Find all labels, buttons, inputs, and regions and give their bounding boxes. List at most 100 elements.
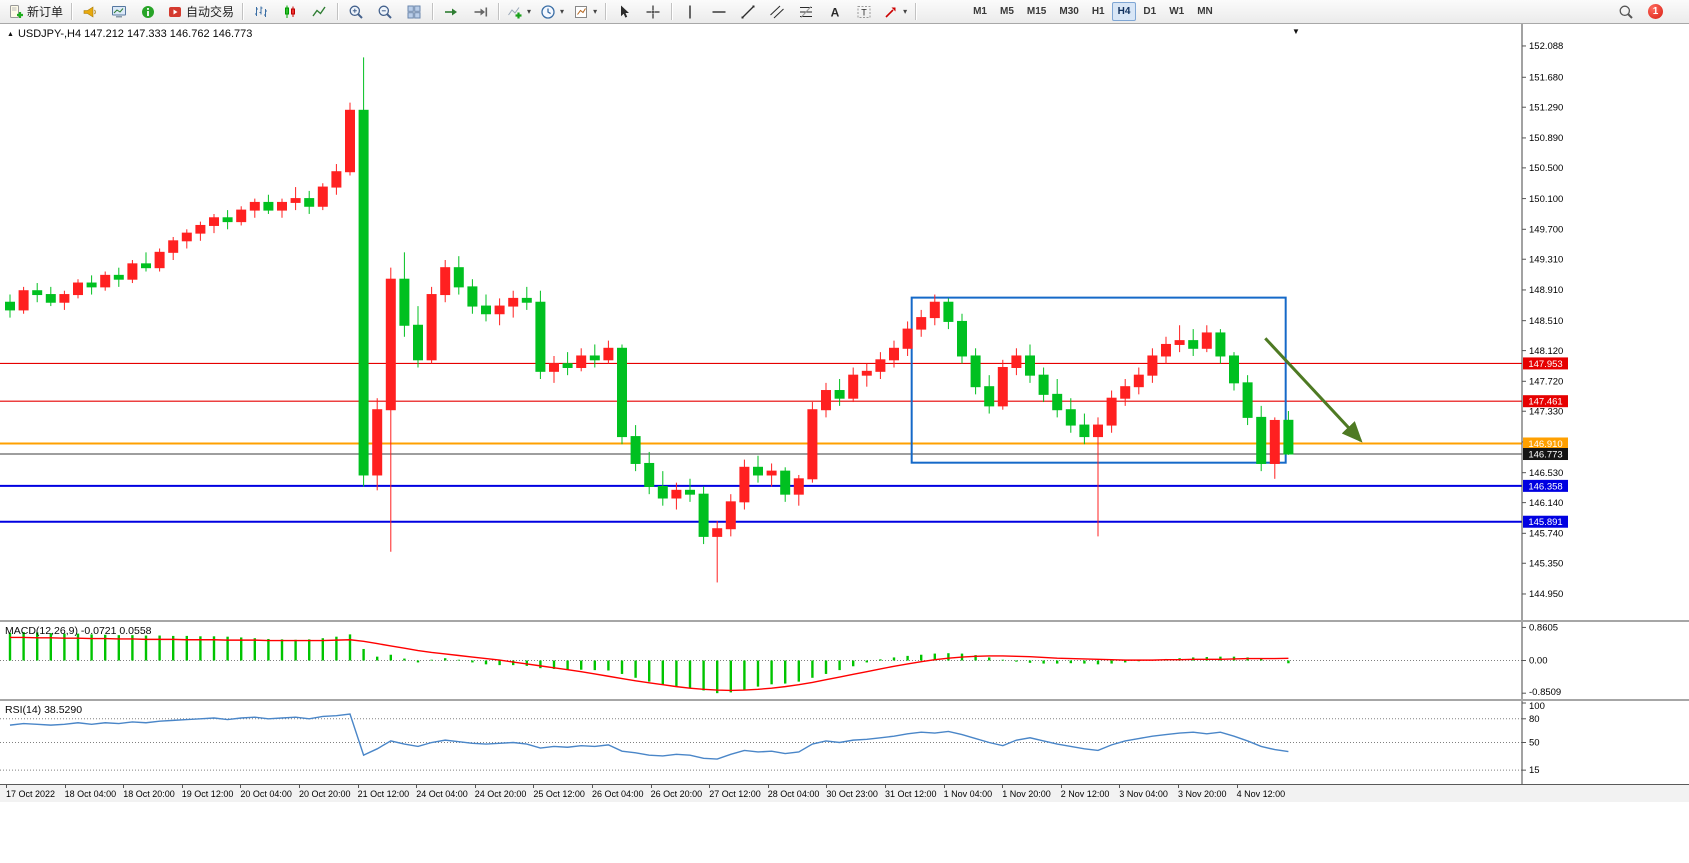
zoom-out-icon (378, 5, 392, 19)
equidistant-channel-button[interactable] (763, 1, 791, 23)
toolbar-separator (242, 3, 244, 20)
time-label: 4 Nov 12:00 (1236, 789, 1286, 799)
cursor-button[interactable] (610, 1, 638, 23)
toolbar-separator (432, 3, 434, 20)
timeframe-m5[interactable]: M5 (1000, 6, 1014, 17)
price-tag-label: 146.910 (1528, 439, 1562, 450)
rsi-canvas[interactable]: 100 80 50 15 (0, 701, 1689, 784)
macd-signal-line (10, 636, 1289, 692)
horizontal-line-button[interactable] (705, 1, 733, 23)
text-button[interactable]: A (821, 1, 849, 23)
time-tick (1236, 785, 1238, 788)
time-axis[interactable]: 17 Oct 2022 18 Oct 04:00 18 Oct 20:00 19 Oc… (0, 784, 1689, 802)
templates-button[interactable]: ▾ (569, 1, 601, 23)
crosshair-button[interactable] (639, 1, 667, 23)
zoom-in-icon (349, 5, 363, 19)
price-axis-label: 149.700 (1529, 224, 1563, 235)
autoscroll-icon (445, 8, 458, 15)
zoom-out-button[interactable] (371, 1, 399, 23)
timeframe-m1[interactable]: M1 (973, 6, 987, 17)
arrows-button[interactable]: ▾ (879, 1, 911, 23)
price-scale[interactable]: 152.088 151.680 151.290 150.890 150.500 150.1… (1521, 24, 1568, 620)
timeframe-h1[interactable]: H1 (1091, 6, 1105, 17)
vertical-line-button[interactable] (676, 1, 704, 23)
rsi-panel-splitter[interactable] (0, 699, 1689, 701)
bar-chart-mode-button[interactable] (247, 1, 275, 23)
macd-canvas[interactable]: 0.8605 0.00 -0.8509 (0, 622, 1689, 699)
timeframe-m15[interactable]: M15 (1026, 6, 1047, 17)
periods-button[interactable]: ▾ (536, 1, 568, 23)
chart-shift-marker[interactable]: ▼ (1292, 27, 1300, 36)
price-axis-label: 146.530 (1529, 468, 1563, 479)
candlestick-mode-button[interactable] (276, 1, 304, 23)
textT-icon: T (857, 5, 871, 18)
megaphone-icon (83, 5, 96, 18)
cursor-icon (621, 5, 630, 18)
time-tick (64, 785, 66, 788)
new-order-button[interactable]: 新订单 (4, 1, 67, 23)
main-chart-canvas[interactable]: 152.088 151.680 151.290 150.890 150.500 150.1… (0, 24, 1689, 620)
price-tag (1523, 515, 1568, 528)
price-axis-label: 147.720 (1529, 377, 1563, 388)
time-tick (1060, 785, 1062, 788)
search-button[interactable] (1612, 1, 1640, 23)
time-label: 26 Oct 04:00 (592, 789, 644, 799)
arrow-annotation[interactable] (1264, 337, 1363, 443)
time-tick (826, 785, 828, 788)
time-label: 25 Oct 12:00 (533, 789, 585, 799)
vline-icon (689, 5, 691, 18)
dropdown-caret-icon[interactable]: ▾ (527, 7, 532, 16)
info-icon (142, 5, 155, 18)
chart-shift-button[interactable] (466, 1, 494, 23)
macd-scale[interactable]: 0.8605 0.00 -0.8509 (1521, 622, 1561, 699)
price-tag-label: 146.358 (1528, 481, 1562, 492)
trendline-button[interactable] (734, 1, 762, 23)
toolbar: 新订单 自动交易 ▾ ▾ ▾ A T ▾ M1 M5 M15 M30 H1 H4 D1 W1 MN 1 (0, 0, 1689, 24)
doc-plus-icon (10, 4, 23, 18)
timeframe-m30[interactable]: M30 (1059, 6, 1079, 17)
one-click-trading-toggle[interactable]: ▲ (7, 30, 14, 38)
price-axis-label: 150.890 (1529, 133, 1563, 144)
auto-scroll-button[interactable] (437, 1, 465, 23)
time-tick (123, 785, 125, 788)
timeframe-h4[interactable]: H4 (1111, 2, 1137, 21)
price-axis-label: 146.140 (1529, 498, 1563, 509)
monitor-icon (112, 5, 127, 17)
label-button[interactable]: T (850, 1, 878, 23)
line-chart-mode-button[interactable] (305, 1, 333, 23)
time-label: 2 Nov 12:00 (1060, 789, 1110, 799)
rsi-scale[interactable]: 100 80 50 15 (1521, 701, 1545, 784)
timeframe-d1[interactable]: D1 (1143, 6, 1157, 17)
price-tag-label: 145.891 (1528, 517, 1562, 528)
timeframe-mn[interactable]: MN (1197, 6, 1213, 17)
time-tick (240, 785, 242, 788)
market-info-button[interactable] (134, 1, 162, 23)
rsi-scale-label: 15 (1529, 765, 1540, 776)
indicators-button[interactable]: ▾ (503, 1, 535, 23)
notification-badge[interactable]: 1 (1648, 4, 1663, 19)
rectangle-annotation[interactable] (910, 296, 1287, 464)
fibonacci-button[interactable] (792, 1, 820, 23)
time-label: 30 Oct 23:00 (826, 789, 878, 799)
toolbar-separator (915, 3, 917, 20)
rsi-scale-label: 50 (1529, 738, 1540, 749)
zoom-in-button[interactable] (342, 1, 370, 23)
time-tick (533, 785, 535, 788)
alerts-megaphone-button[interactable] (76, 1, 104, 23)
time-tick (592, 785, 593, 788)
rsi-panel: 100 80 50 15 RSI(14) 38.5290 (0, 701, 1689, 784)
price-axis-label: 150.100 (1529, 194, 1563, 205)
time-label: 1 Nov 20:00 (1002, 789, 1051, 799)
timeframe-w1[interactable]: W1 (1169, 6, 1185, 17)
dropdown-caret-icon[interactable]: ▾ (903, 7, 908, 16)
autotrading-button[interactable]: 自动交易 (163, 1, 238, 23)
price-axis-label: 151.680 (1529, 72, 1563, 83)
dropdown-caret-icon[interactable]: ▾ (593, 7, 598, 16)
chart-window-button[interactable] (105, 1, 133, 23)
macd-panel-splitter[interactable] (0, 620, 1689, 622)
clock-icon (541, 4, 555, 19)
time-tick (474, 785, 476, 788)
dropdown-caret-icon[interactable]: ▾ (560, 7, 565, 16)
hline-icon (712, 10, 726, 13)
tile-windows-button[interactable] (400, 1, 428, 23)
